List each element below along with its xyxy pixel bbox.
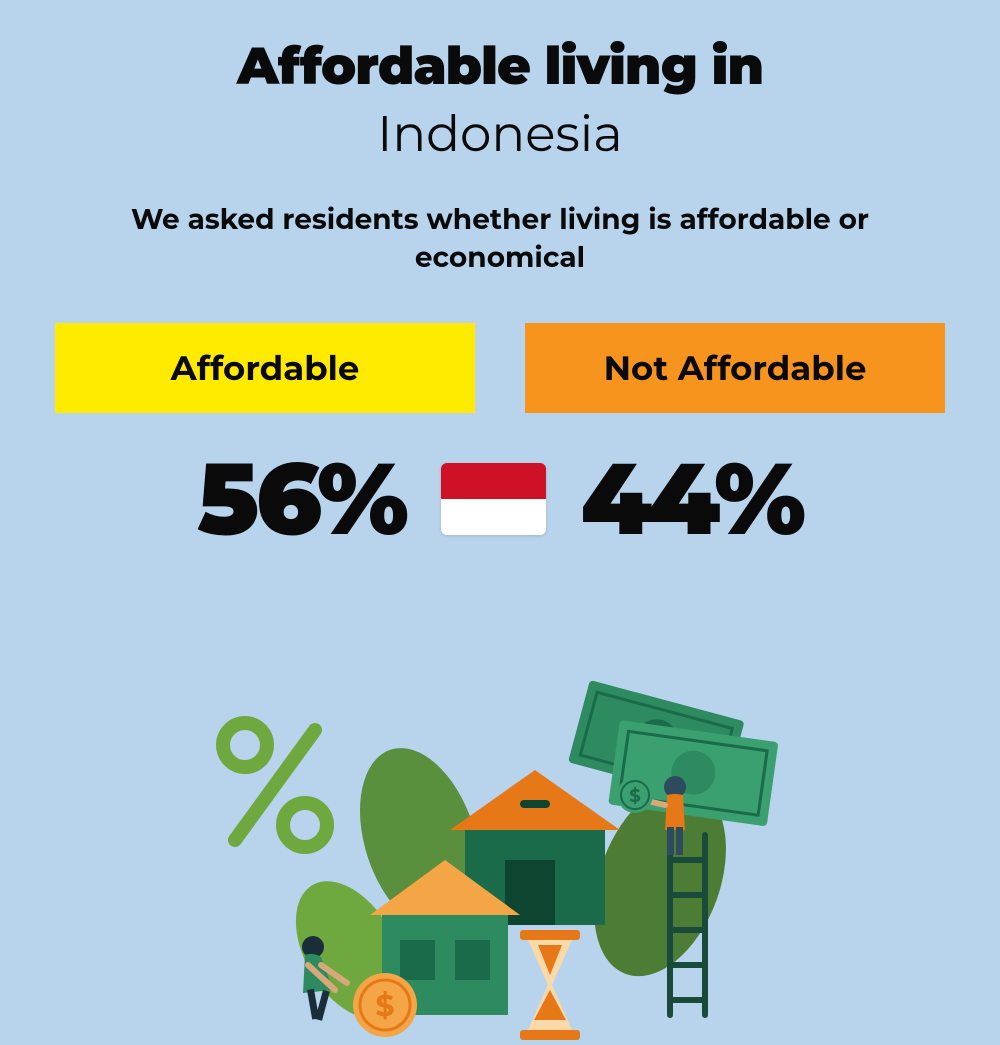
title-line1: Affordable living in	[0, 35, 1000, 98]
illustration: $ $	[190, 660, 810, 1040]
flag-top	[441, 463, 546, 499]
flag-bottom	[441, 499, 546, 535]
stats-row: 56% 44%	[0, 438, 1000, 560]
header: Affordable living in Indonesia	[0, 0, 1000, 164]
label-not-affordable: Not Affordable	[525, 323, 945, 413]
stat-affordable: 56%	[197, 438, 406, 560]
svg-text:$: $	[629, 785, 640, 807]
flag-icon	[441, 463, 546, 535]
stat-not-affordable: 44%	[581, 438, 803, 560]
title-line2: Indonesia	[0, 103, 1000, 164]
label-affordable: Affordable	[55, 323, 475, 413]
subtitle: We asked residents whether living is aff…	[0, 202, 1000, 278]
svg-text:$: $	[375, 987, 394, 1024]
labels-row: Affordable Not Affordable	[0, 323, 1000, 413]
